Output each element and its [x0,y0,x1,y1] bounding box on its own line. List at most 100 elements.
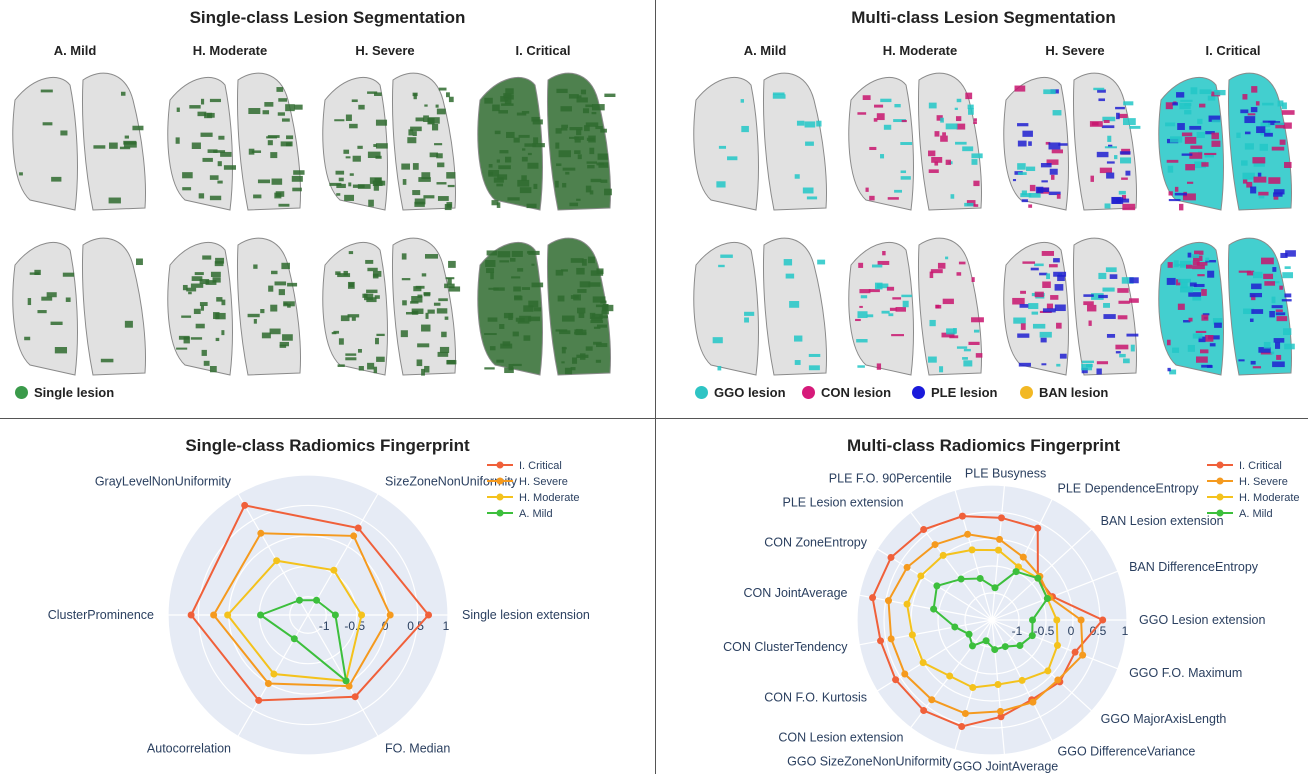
lesion-patch [901,119,907,123]
lesion-patch [1284,293,1292,298]
lesion-patch [24,336,31,341]
lesion-patch [527,162,539,169]
lung-render-1-0 [848,72,983,211]
lesion-patch [561,315,575,322]
lesion-patch [524,143,537,147]
series-point [958,512,966,520]
lesion-patch [1208,115,1221,122]
lesion-patch [120,91,126,96]
lesion-patch [865,187,869,192]
lesion-patch [448,96,454,103]
lesion-patch [348,182,352,187]
lesion-patch [248,148,255,155]
lesion-patch [930,269,943,274]
series-point [1053,616,1061,624]
lesion-patch [900,170,907,174]
radial-tick-label: 1 [443,619,450,633]
lesion-patch [806,196,818,200]
lesion-patch [278,98,288,102]
lesion-patch [496,359,504,363]
lung-lobe [917,237,982,376]
lesion-patch [526,203,537,209]
lung-render-2-1 [1003,237,1139,376]
lesion-patch [1111,196,1122,204]
lesion-patch [181,315,192,318]
lesion-patch [221,299,226,306]
radar-spoke [307,493,379,616]
lesion-patch [193,308,201,315]
lesion-patch [946,328,956,335]
lesion-patch [876,283,889,289]
radial-tick-label: -0.5 [344,619,365,633]
lesion-patch [1240,109,1249,114]
lung-render-2-1 [322,237,461,376]
lesion-patch [1196,356,1208,363]
lesion-patch [873,118,878,122]
lesion-patch [402,179,407,185]
legend-marker [496,493,504,501]
lesion-patch [973,180,980,187]
lesion-patch [1172,347,1180,353]
lesion-patch [1208,335,1220,340]
lung-render-3-1 [477,237,614,376]
lesion-patch [517,179,530,187]
lesion-patch [109,142,118,149]
series-point [354,524,362,532]
category-label: GGO MajorAxisLength [1101,712,1227,726]
lesion-patch [351,99,358,103]
lesion-patch [1179,203,1184,211]
lesion-patch [412,190,421,196]
lesion-patch [436,108,446,115]
lesion-patch [1186,264,1193,269]
lesion-patch [1045,141,1051,145]
multi-class-lung-renderings [693,72,1296,376]
category-label: ClusterProminence [48,608,154,622]
lesion-patch [176,107,180,112]
lung-lobe [391,237,456,376]
lesion-patch [740,99,745,103]
lesion-patch [1257,172,1262,177]
lesion-patch [345,156,351,159]
multi-class-segmentation-title: Multi-class Lesion Segmentation [851,8,1116,27]
lesion-patch [511,276,521,279]
lesion-patch [929,319,936,327]
lesion-patch [1252,366,1262,369]
lesion-patch [60,130,68,136]
lesion-patch [1279,139,1286,145]
lesion-patch [1020,323,1026,330]
lesion-patch [591,104,605,111]
lesion-patch [1282,272,1294,279]
lesion-patch [794,360,801,365]
lesion-patch [962,357,968,360]
lesion-patch [956,98,962,103]
category-label: BAN DifferenceEntropy [1129,560,1259,574]
lesion-patch [209,98,221,103]
lesion-patch [1028,141,1032,146]
lesion-patch [34,269,41,275]
lesion-patch [349,123,358,129]
lesion-patch [577,154,582,160]
lesion-patch [744,317,749,323]
lesion-patch [1186,181,1194,184]
lesion-patch [1028,303,1039,310]
lesion-patch [338,177,344,182]
lesion-patch [1211,140,1221,147]
lesion-patch [595,359,602,363]
lung-lobe [1072,72,1137,211]
lesion-patch [512,331,519,337]
lesion-patch [412,163,419,170]
lesion-patch [860,295,868,299]
series-point [330,566,338,574]
lesion-patch [498,110,508,114]
lesion-patch [194,272,204,276]
series-point [996,707,1004,715]
lesion-patch [1188,317,1193,322]
lesion-patch [517,321,530,324]
series-point [997,713,1005,721]
lesion-patch [1209,343,1216,347]
lesion-patch [531,263,535,266]
lesion-patch [286,135,294,140]
lesion-patch [1262,120,1276,123]
lesion-patch [973,121,977,125]
lesion-patch [1056,363,1061,367]
